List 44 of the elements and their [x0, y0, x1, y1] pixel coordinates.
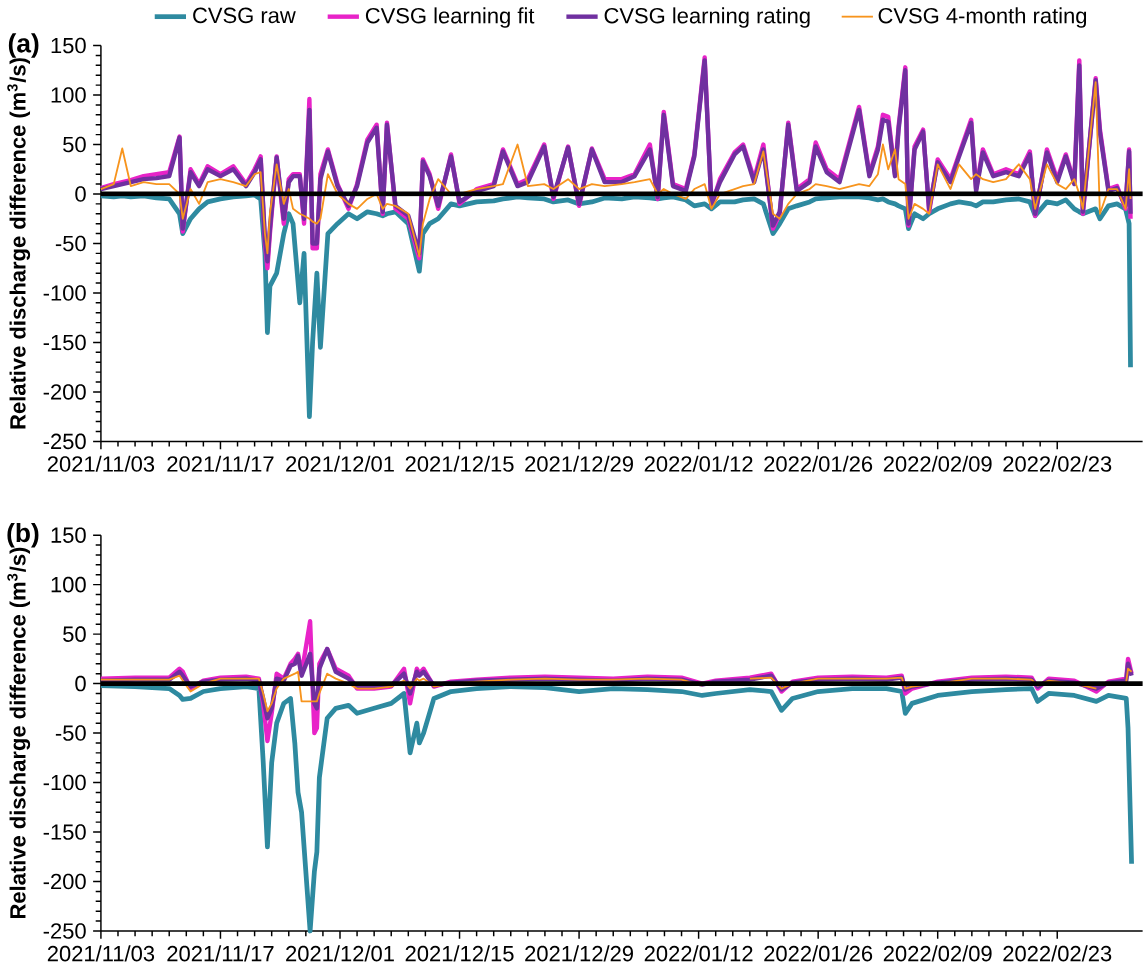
y-tick-label: 0 [75, 676, 86, 692]
y-axis-title: Relative discharge difference (m$^{3}$/s) [7, 547, 31, 919]
y-tick-label: -50 [55, 235, 86, 252]
y-tick-label: -200 [43, 874, 86, 890]
y-tick-label: -150 [43, 824, 86, 841]
text: (b) [7, 523, 39, 548]
x-tick-label: 2021/12/01 [286, 455, 394, 473]
y-tick-label: -200 [43, 384, 86, 400]
y-tick-label: 100 [51, 87, 86, 104]
y-tick-label: -250 [43, 923, 86, 940]
y-tick-label: -100 [43, 285, 86, 301]
x-tick-label: 2021/12/15 [405, 455, 514, 473]
x-tick-label: 2022/01/12 [644, 945, 753, 962]
text: (a) [8, 33, 39, 59]
x-tick-label: 2022/01/26 [764, 455, 873, 473]
y-tick-label: -150 [43, 334, 86, 351]
x-tick-label: 2021/12/29 [525, 455, 633, 473]
y-tick-label: 150 [51, 527, 86, 544]
y-tick-label: 50 [63, 136, 86, 153]
y-tick-label: -50 [55, 725, 86, 742]
x-tick-label: 2022/02/23 [1003, 455, 1112, 473]
x-tick-label: 2021/12/15 [405, 945, 514, 962]
legend-label: CVSG learning rating [604, 7, 810, 29]
x-tick-label: 2021/12/29 [525, 945, 633, 962]
y-tick-label: 150 [51, 38, 86, 54]
x-tick-label: 2021/11/17 [167, 455, 274, 473]
legend-label: CVSG raw [193, 7, 296, 24]
x-tick-label: 2022/02/09 [883, 945, 992, 962]
y-tick-label: -250 [43, 433, 86, 450]
legend-label: CVSG learning fit [365, 7, 535, 29]
y-axis-title: Relative discharge difference (m$^{3}$/s) [7, 58, 31, 429]
x-tick-label: 2022/02/23 [1003, 945, 1112, 962]
x-tick-label: 2022/01/12 [644, 455, 753, 473]
x-tick-label: 2021/12/01 [286, 945, 394, 962]
legend-label: CVSG 4-month rating [878, 7, 1087, 29]
y-tick-label: 50 [63, 626, 86, 643]
x-tick-label: 2022/01/26 [764, 945, 873, 962]
y-tick-label: 100 [51, 577, 86, 593]
x-tick-label: 2021/11/17 [167, 945, 274, 962]
x-tick-label: 2021/11/03 [47, 455, 155, 473]
y-tick-label: -100 [43, 775, 86, 791]
x-tick-label: 2021/11/03 [47, 945, 155, 962]
y-tick-label: 0 [75, 186, 86, 203]
x-tick-label: 2022/02/09 [883, 455, 992, 473]
